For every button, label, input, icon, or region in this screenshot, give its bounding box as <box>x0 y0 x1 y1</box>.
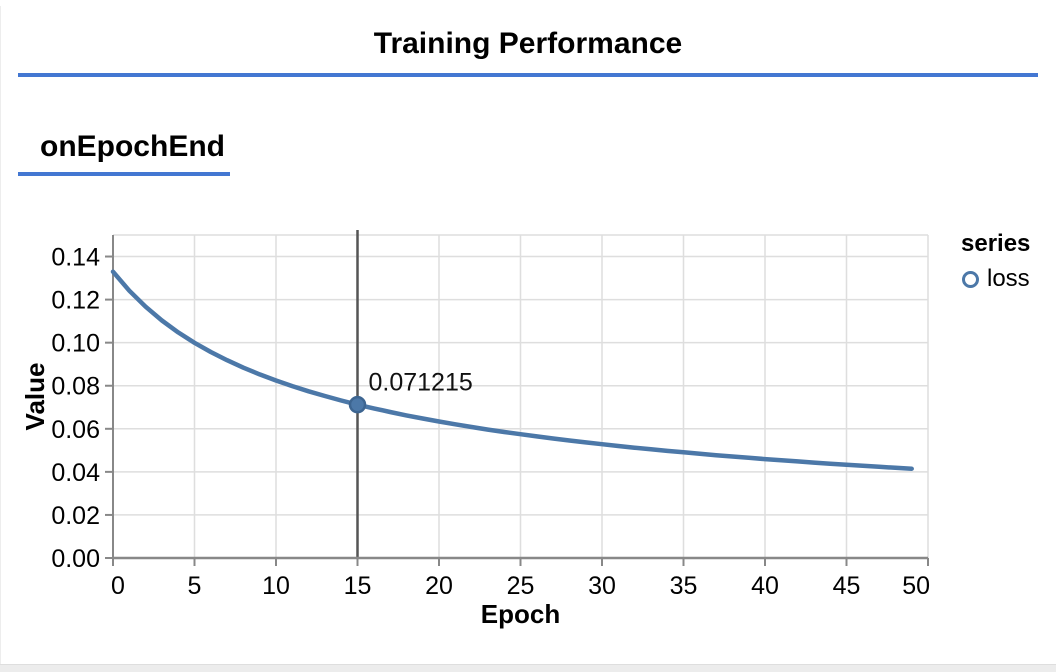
svg-text:15: 15 <box>344 572 372 600</box>
title-divider <box>18 73 1038 77</box>
svg-text:35: 35 <box>670 572 698 600</box>
bottom-divider <box>0 664 1056 672</box>
section-heading: onEpochEnd <box>40 130 225 163</box>
left-border <box>0 6 1 664</box>
legend-item-label: loss <box>987 265 1030 292</box>
svg-text:20: 20 <box>425 572 453 600</box>
svg-text:45: 45 <box>833 572 861 600</box>
svg-text:0.08: 0.08 <box>51 373 100 401</box>
svg-text:0.04: 0.04 <box>51 459 100 487</box>
svg-text:0.02: 0.02 <box>51 502 100 530</box>
svg-text:0.12: 0.12 <box>51 287 100 315</box>
section-heading-underline <box>18 172 230 176</box>
loss-series-marker-icon <box>962 270 979 288</box>
legend-title: series <box>961 230 1031 257</box>
chart-legend: series loss <box>961 231 1030 292</box>
svg-text:50: 50 <box>902 572 930 600</box>
svg-text:Epoch: Epoch <box>481 599 560 629</box>
svg-text:0.10: 0.10 <box>51 330 100 358</box>
svg-text:25: 25 <box>507 572 535 600</box>
svg-text:0.071215: 0.071215 <box>369 369 473 397</box>
svg-text:5: 5 <box>188 572 202 600</box>
svg-text:40: 40 <box>751 572 779 600</box>
svg-text:0: 0 <box>111 572 125 600</box>
svg-text:Value: Value <box>20 363 50 431</box>
svg-text:0.14: 0.14 <box>51 244 100 272</box>
svg-text:0.00: 0.00 <box>51 545 100 573</box>
page-title: Training Performance <box>373 27 683 60</box>
svg-text:0.06: 0.06 <box>51 416 100 444</box>
svg-text:10: 10 <box>262 572 290 600</box>
svg-text:30: 30 <box>588 572 616 600</box>
legend-item-loss: loss <box>961 266 1030 292</box>
